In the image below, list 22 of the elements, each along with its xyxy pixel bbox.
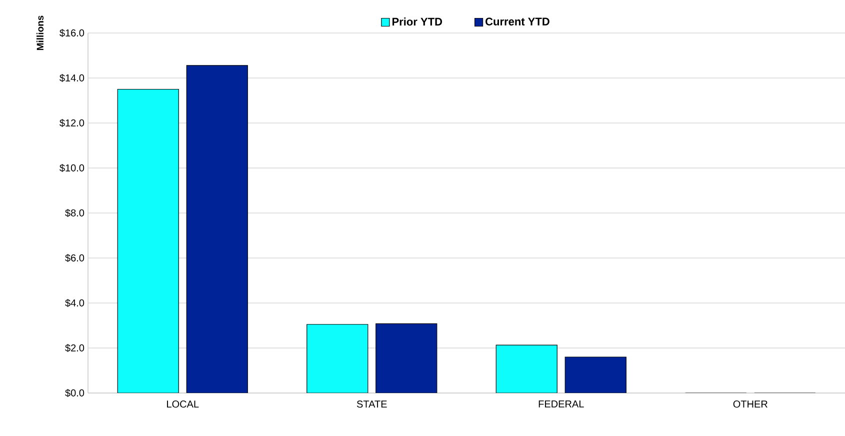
y-tick-label: $2.0 [65,344,84,352]
y-tick-label: $0.0 [65,388,84,398]
y-tick-label: $14.0 [60,74,84,82]
x-tick-label: LOCAL [167,400,199,408]
x-tick-label: STATE [356,400,387,408]
y-tick-label: $6.0 [65,254,84,262]
bar [564,356,626,393]
y-tick-label: $12.0 [60,118,84,128]
bar [496,344,558,393]
bar [117,88,179,393]
bar [186,65,248,393]
y-axis-title: Millions [36,16,44,50]
y-tick-label: $16.0 [60,28,84,38]
y-tick-label: $8.0 [65,208,84,218]
bar [376,323,438,393]
legend-label: Prior YTD [392,18,442,26]
x-tick-label: OTHER [733,400,768,408]
bar [306,324,368,393]
legend-label: Current YTD [486,18,550,26]
y-tick-label: $4.0 [65,298,84,308]
y-tick-label: $10.0 [60,164,84,172]
x-tick-label: FEDERAL [538,400,584,408]
